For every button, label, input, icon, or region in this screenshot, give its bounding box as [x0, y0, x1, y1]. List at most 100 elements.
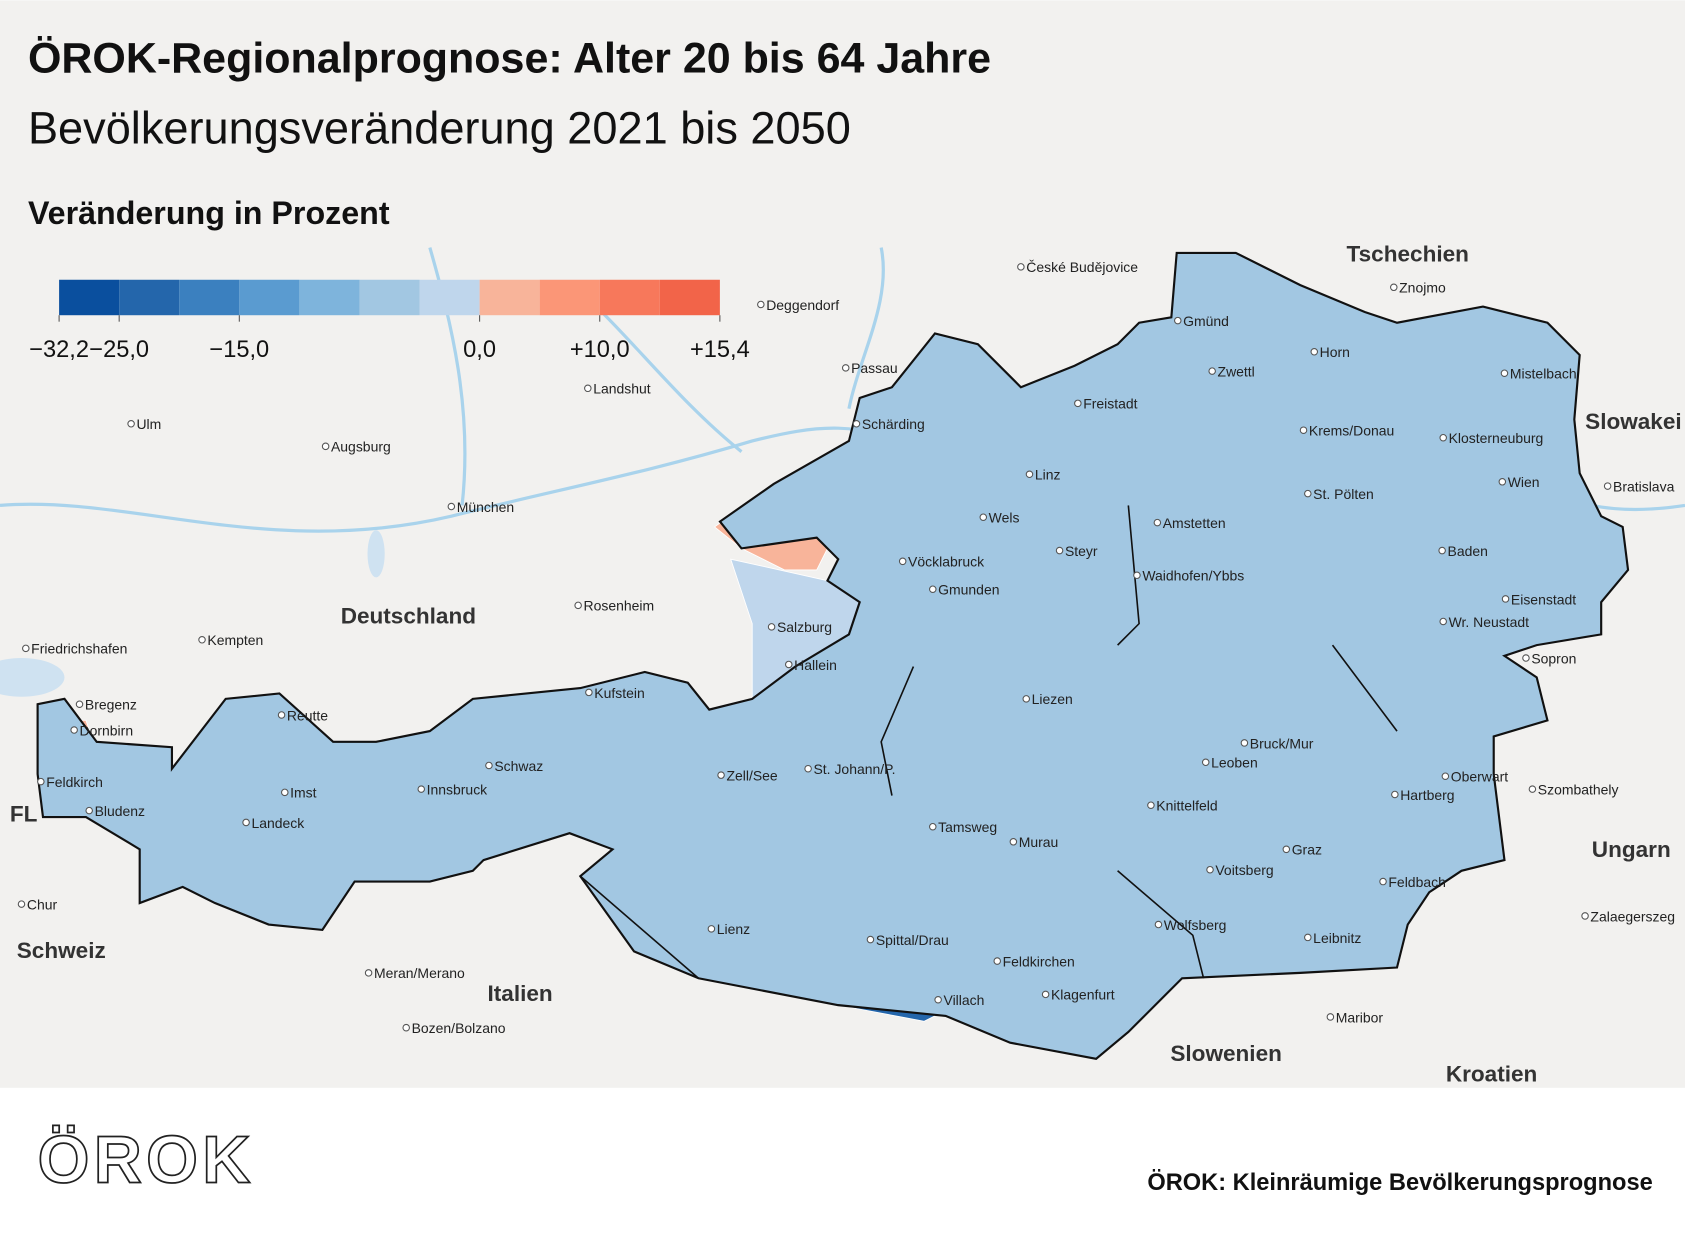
city-dot: [585, 688, 593, 697]
city-label: Szombathely: [1538, 781, 1619, 797]
city-dot: [852, 419, 861, 428]
city-dot: [1439, 617, 1447, 626]
city-dot: [934, 995, 942, 1004]
city-label: Kempten: [207, 632, 263, 648]
city-dot: [1581, 912, 1589, 920]
city-dot: [1522, 654, 1530, 662]
city-label: Waidhofen/Ybbs: [1142, 568, 1244, 584]
city-dot: [1022, 695, 1031, 703]
city-dot: [757, 300, 765, 309]
city-dot: [1041, 990, 1050, 999]
city-label: Steyr: [1065, 543, 1098, 559]
city-label: Liezen: [1032, 691, 1073, 707]
legend-swatch: [299, 279, 360, 316]
city-dot: [1390, 283, 1398, 292]
country-label: Kroatien: [1446, 1061, 1537, 1086]
city-dot: [929, 585, 937, 594]
city-label: Oberwart: [1451, 769, 1509, 785]
city-dot: [929, 822, 937, 831]
city-dot: [804, 764, 812, 773]
city-label: Wr. Neustadt: [1449, 614, 1530, 630]
legend: −32,2 −25,0 −15,0 0,0 +10,0 +15,4: [29, 279, 750, 363]
city-label: Feldkirchen: [1003, 953, 1075, 969]
city-dot: [707, 925, 716, 933]
city-label: Krems/Donau: [1309, 423, 1394, 439]
city-label: Tamsweg: [938, 819, 997, 835]
legend-title: Veränderung in Prozent: [28, 195, 390, 231]
city-dot: [277, 711, 286, 719]
city-dot: [1206, 865, 1214, 874]
city-dot: [1603, 482, 1612, 490]
city-dot: [1208, 367, 1216, 375]
city-dot: [866, 935, 875, 944]
city-dot: [767, 623, 776, 631]
city-label: Spittal/Drau: [876, 932, 949, 948]
footer-background: [0, 1087, 1685, 1229]
city-dot: [1017, 263, 1025, 271]
country-label: FL: [10, 801, 38, 826]
city-dot: [993, 957, 1002, 965]
city-label: Schwaz: [494, 758, 543, 774]
city-dot: [402, 1023, 410, 1032]
city-label: Imst: [290, 785, 317, 801]
city-dot: [1153, 518, 1162, 527]
city-label: Schärding: [862, 416, 925, 432]
legend-swatch: [119, 279, 180, 316]
city-dot: [1501, 595, 1510, 603]
city-label: Innsbruck: [427, 781, 488, 797]
city-label: Passau: [851, 360, 898, 376]
city-label: Bregenz: [85, 697, 137, 713]
country-label: Schweiz: [17, 938, 106, 963]
city-label: Gmunden: [938, 582, 999, 598]
city-label: Zwettl: [1218, 363, 1255, 379]
legend-tick-label: +10,0: [570, 337, 630, 363]
river: [600, 310, 743, 453]
city-label: Zalaegerszeg: [1590, 908, 1675, 924]
legend-swatch: [239, 279, 300, 316]
city-label: Kufstein: [594, 685, 644, 701]
source: ÖROK: Kleinräumige Bevölkerungsprognose: [1147, 1169, 1652, 1196]
city-dot: [1500, 369, 1509, 378]
city-dot: [1240, 739, 1249, 747]
country-label: Slowenien: [1170, 1041, 1282, 1066]
legend-tick-label: −15,0: [209, 337, 269, 363]
city-dot: [37, 777, 45, 786]
city-label: České Budějovice: [1026, 259, 1138, 275]
city-dot: [447, 502, 456, 511]
river: [428, 247, 467, 506]
river: [847, 247, 885, 410]
country-label: Deutschland: [341, 604, 476, 629]
city-label: Amstetten: [1163, 515, 1226, 531]
city-label: Villach: [944, 992, 985, 1008]
city-dot: [1304, 933, 1312, 942]
city-label: Knittelfeld: [1156, 798, 1217, 814]
city-label: Landeck: [251, 815, 304, 831]
country-label: Italien: [488, 981, 553, 1006]
city-label: Graz: [1292, 842, 1322, 858]
city-label: Dornbirn: [80, 722, 134, 738]
city-label: Hallein: [794, 657, 837, 673]
legend-swatch: [59, 279, 120, 316]
city-label: Salzburg: [777, 619, 832, 635]
city-label: Hartberg: [1400, 787, 1454, 803]
city-label: Gmünd: [1183, 313, 1229, 329]
city-label: St. Johann/P.: [813, 761, 895, 777]
title: ÖROK-Regionalprognose: Alter 20 bis 64 J…: [28, 34, 991, 82]
city-label: Friedrichshafen: [31, 641, 127, 657]
legend-tick-label: −25,0: [89, 337, 149, 363]
city-label: Feldbach: [1388, 874, 1445, 890]
city-dot: [1074, 399, 1082, 408]
city-label: Landshut: [593, 381, 651, 397]
city-dot: [1439, 433, 1447, 442]
logo: ÖROK: [38, 1123, 255, 1197]
city-dot: [1282, 845, 1291, 854]
city-label: Ulm: [136, 416, 161, 432]
city-label: Linz: [1035, 467, 1061, 483]
city-dot: [1147, 801, 1155, 810]
country-label: Ungarn: [1592, 837, 1671, 862]
legend-tick-label: +15,4: [690, 337, 750, 363]
state-borders: [579, 505, 1398, 979]
city-label: Baden: [1448, 543, 1488, 559]
city-label: Klosterneuburg: [1449, 430, 1544, 446]
